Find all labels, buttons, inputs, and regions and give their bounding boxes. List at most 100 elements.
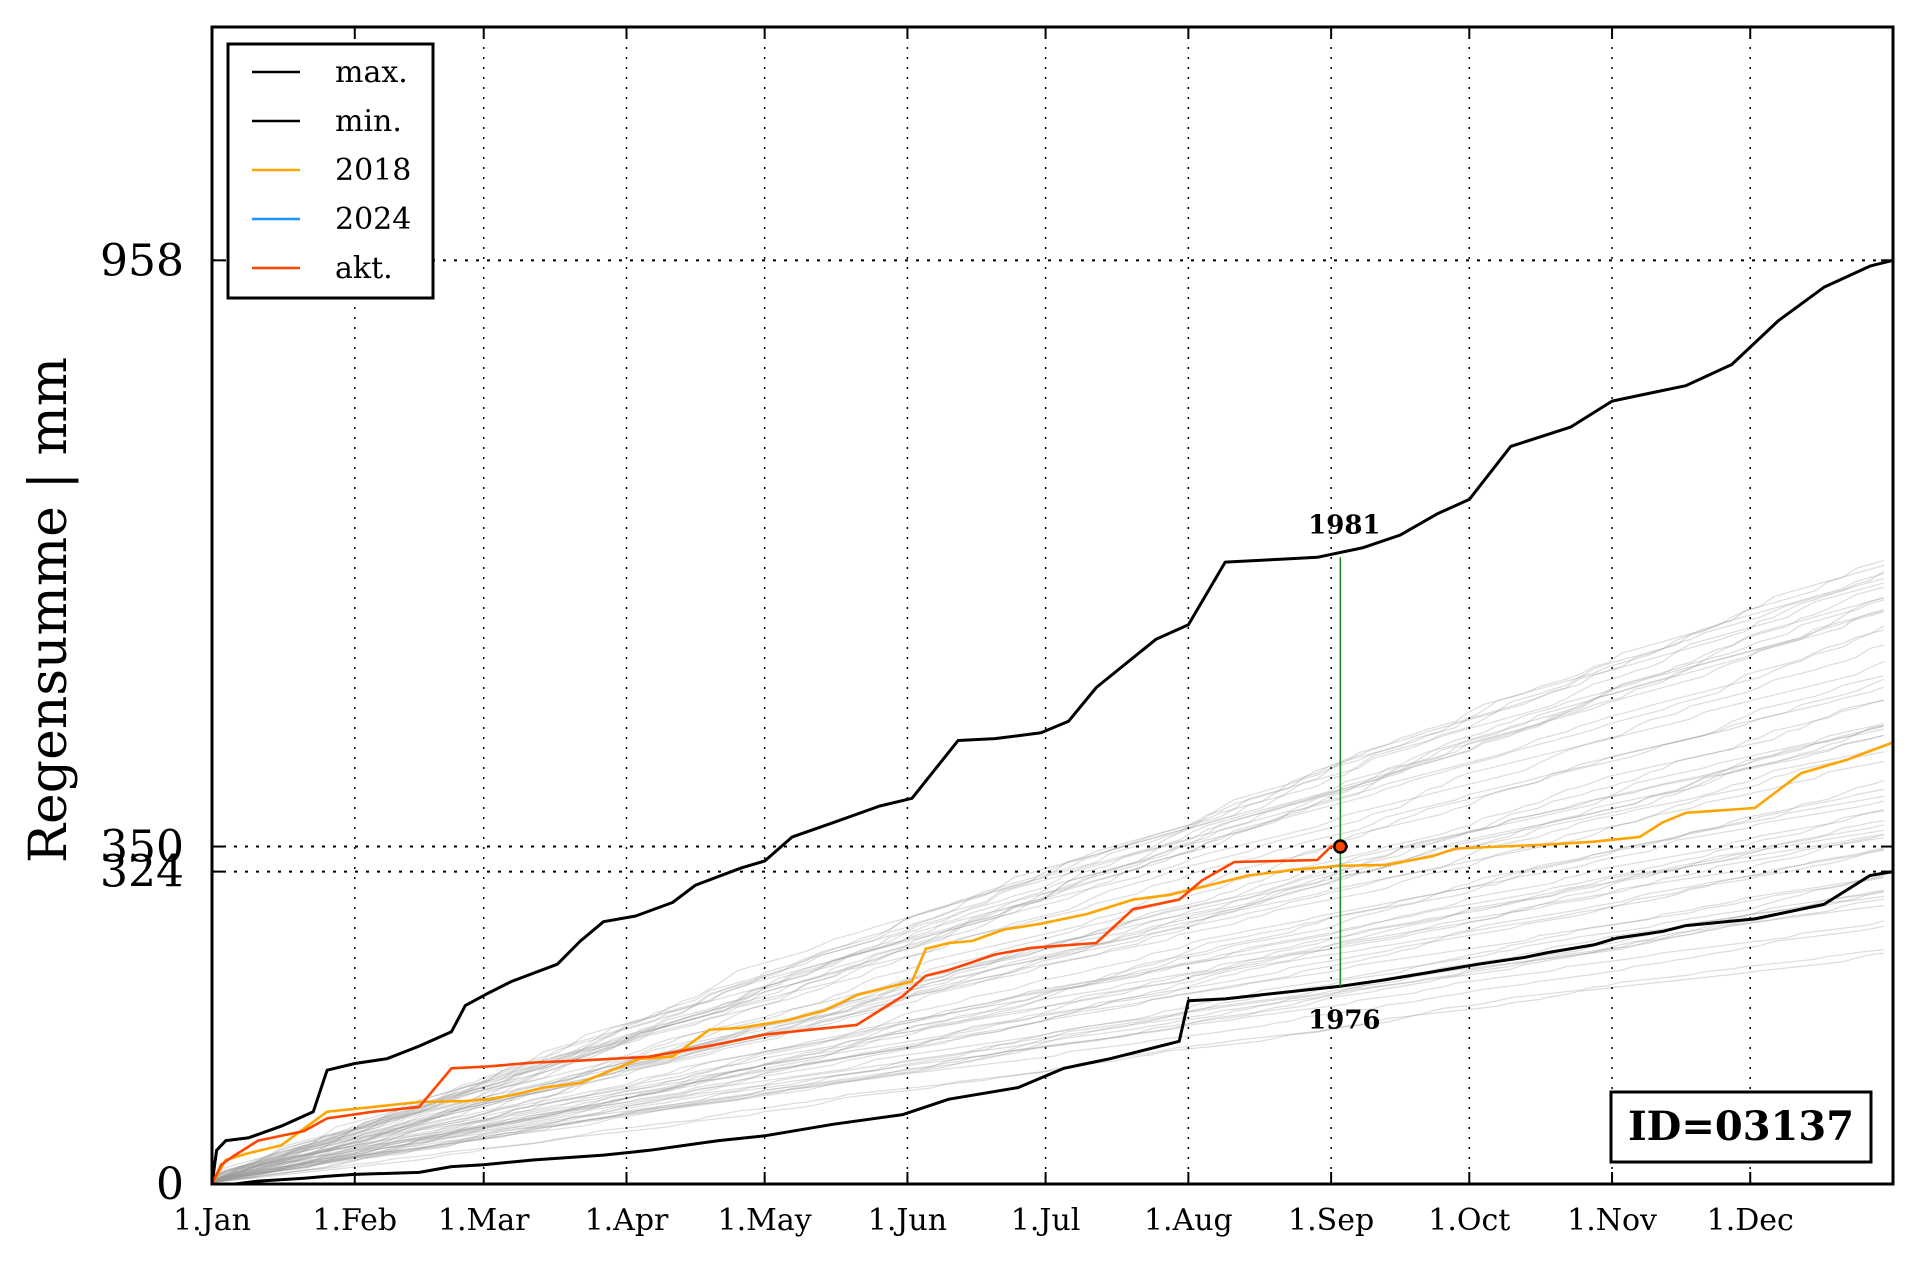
background-year-line [211, 837, 1884, 1183]
background-year-line [211, 833, 1884, 1183]
background-year-line [211, 895, 1884, 1183]
background-year-line [211, 904, 1884, 1183]
background-year-line [211, 795, 1884, 1183]
background-year-line [211, 610, 1884, 1181]
background-year-line [211, 599, 1884, 1180]
current-value-marker [1333, 839, 1348, 854]
background-year-line [211, 898, 1884, 1183]
background-year-line [211, 890, 1884, 1183]
x-tick-label: 1.Jun [868, 1203, 947, 1238]
y-tick-label: 0 [156, 1159, 184, 1210]
x-tick-label: 1.Sep [1288, 1203, 1374, 1238]
background-year-line [211, 629, 1884, 1181]
background-year-line [211, 597, 1884, 1181]
background-year-line [211, 724, 1884, 1182]
background-year-line [211, 877, 1884, 1182]
legend-label: max. [335, 55, 408, 90]
background-year-line [211, 874, 1884, 1180]
background-year-line [211, 678, 1885, 1182]
background-year-line [211, 675, 1884, 1182]
annotations: 1981 1976 [1308, 510, 1380, 1035]
grid [211, 27, 1751, 1184]
x-tick-label: 1.May [718, 1203, 812, 1238]
background-year-line [211, 925, 1884, 1182]
background-year-line [211, 570, 1885, 1181]
background-year-line [211, 891, 1884, 1183]
background-year-line [211, 573, 1884, 1177]
background-year-line [211, 582, 1884, 1181]
series-line-min [212, 870, 1894, 1186]
background-year-line [211, 725, 1884, 1182]
legend-label: min. [335, 104, 402, 139]
background-year-line [211, 725, 1884, 1181]
background-year-line [211, 723, 1884, 1178]
id-label: ID=03137 [1628, 1103, 1854, 1150]
background-year-line [211, 829, 1884, 1183]
background-year-line [211, 848, 1884, 1183]
annotation-label: 1976 [1308, 1005, 1380, 1035]
background-year-line [211, 699, 1884, 1182]
annotation-label: 1981 [1308, 510, 1380, 540]
background-year-line [211, 847, 1884, 1182]
background-year-line [211, 820, 1884, 1181]
background-year-line [211, 577, 1884, 1181]
background-year-line [211, 824, 1884, 1183]
background-year-line [211, 833, 1884, 1183]
y-axis-label: Regensumme | mm [19, 357, 79, 863]
x-tick-label: 1.Jul [1011, 1203, 1081, 1238]
background-year-line [211, 586, 1884, 1181]
background-year-line [211, 734, 1884, 1182]
background-year-line [211, 949, 1884, 1184]
background-year-line [211, 611, 1884, 1181]
background-year-line [211, 751, 1884, 1182]
background-year-line [211, 809, 1884, 1183]
background-year-line [211, 780, 1884, 1182]
x-tick-label: 1.Feb [312, 1203, 397, 1238]
background-year-line [211, 597, 1884, 1176]
series-line-max [210, 258, 1894, 1185]
background-year-line [211, 661, 1885, 1179]
background-year-line [211, 735, 1884, 1181]
x-tick-label: 1.Dec [1707, 1203, 1794, 1238]
background-year-line [211, 889, 1884, 1183]
background-year-line [211, 746, 1884, 1180]
background-year-line [211, 644, 1884, 1177]
x-tick-label: 1.Aug [1144, 1203, 1233, 1238]
legend-label: akt. [335, 251, 393, 286]
current-marker [1333, 839, 1348, 854]
background-year-lines [211, 560, 1885, 1184]
background-year-line [211, 609, 1884, 1181]
plot-frame [210, 25, 1895, 1186]
background-year-line [211, 560, 1884, 1181]
x-tick-label: 1.Nov [1567, 1203, 1657, 1238]
series-lines [210, 258, 1894, 1186]
legend-label: 2024 [335, 202, 411, 237]
x-tick-label: 1.Apr [585, 1203, 669, 1238]
background-year-line [211, 920, 1884, 1183]
x-tick-label: 1.Jan [173, 1203, 251, 1238]
y-tick-label: 350 [100, 822, 184, 873]
background-year-line [211, 760, 1884, 1179]
background-year-line [211, 788, 1884, 1182]
background-year-line [211, 800, 1884, 1183]
legend: max. min. 2018 2024 akt. [226, 42, 435, 300]
background-year-line [211, 952, 1884, 1184]
y-tick-label: 324 [100, 847, 184, 898]
series-line-2018 [210, 741, 1894, 1185]
background-year-line [211, 564, 1884, 1177]
x-tick-label: 1.Oct [1428, 1203, 1510, 1238]
background-year-line [211, 810, 1884, 1183]
y-tick-label: 958 [100, 235, 184, 286]
background-year-line [211, 876, 1884, 1183]
background-year-line [211, 849, 1884, 1183]
legend-label: 2018 [335, 153, 411, 188]
background-year-line [211, 625, 1885, 1181]
reference-hlines [212, 259, 1893, 873]
x-axis-ticks: 1.Jan 1.Feb 1.Mar 1.Apr 1.May 1.Jun 1.Jul 1.Aug… [173, 27, 1794, 1238]
background-year-line [211, 686, 1885, 1182]
x-tick-label: 1.Mar [438, 1203, 530, 1238]
id-box: ID=03137 [1609, 1090, 1873, 1164]
series-line-akt [210, 845, 1341, 1185]
